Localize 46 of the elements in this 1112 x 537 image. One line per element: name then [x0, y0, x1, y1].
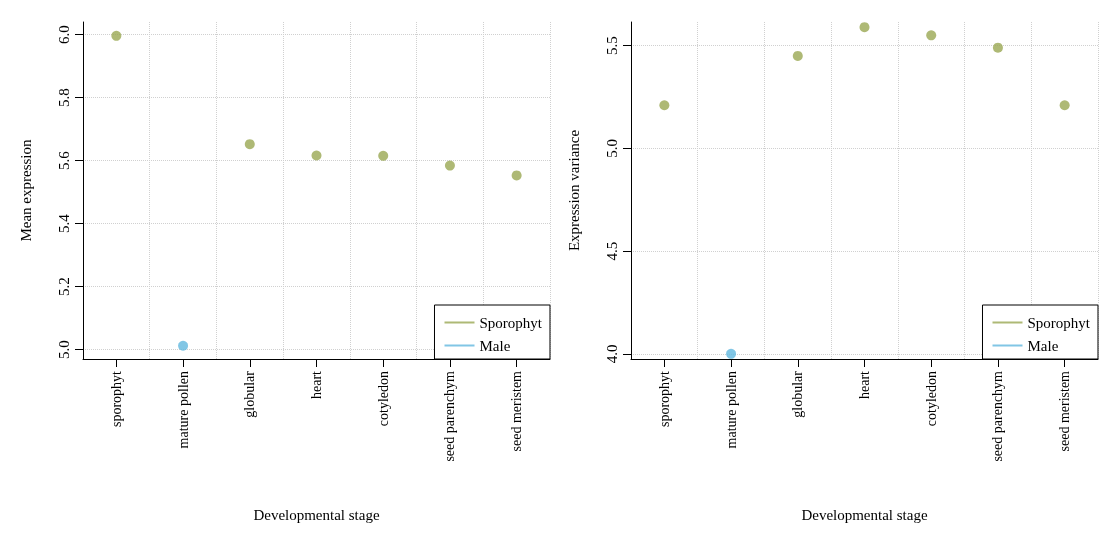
x-tick-label: mature pollen [175, 371, 191, 449]
legend-label: Sporophyt [1027, 314, 1091, 331]
y-tick-label: 5.4 [55, 213, 72, 233]
point [992, 42, 1003, 53]
point [726, 348, 737, 359]
y-tick-label: 5.8 [55, 88, 72, 107]
y-axis-title: Mean expression [17, 138, 34, 242]
y-tick-label: 5.6 [55, 150, 72, 170]
x-tick-label: cotyledon [375, 371, 391, 427]
legend-label: Sporophyt [479, 314, 543, 331]
legend-label: Male [1027, 337, 1059, 354]
x-tick-label: seed meristem [1057, 370, 1073, 452]
y-tick-label: 4.0 [603, 344, 620, 364]
point [378, 150, 389, 161]
y-tick-label: 5.2 [55, 277, 72, 296]
point [444, 160, 455, 171]
y-tick-label: 5.0 [603, 139, 620, 158]
point [1059, 100, 1070, 111]
x-axis-title: Developmental stage [253, 506, 380, 523]
x-tick-label: seed parenchym [990, 370, 1006, 462]
x-axis-title: Developmental stage [801, 506, 928, 523]
point [659, 100, 670, 111]
x-tick-label: seed parenchym [442, 370, 458, 462]
point [311, 150, 322, 161]
point [792, 50, 803, 61]
x-tick-label: globular [242, 370, 258, 418]
x-tick-label: mature pollen [723, 371, 739, 449]
x-tick-label: globular [790, 370, 806, 418]
point [244, 139, 255, 150]
point [859, 22, 870, 33]
point [926, 30, 937, 41]
y-axis-title: Expression variance [565, 129, 582, 252]
y-tick-label: 4.5 [603, 241, 620, 261]
x-tick-label: sporophyt [108, 370, 124, 427]
y-tick-label: 6.0 [55, 25, 72, 44]
point [511, 170, 522, 181]
point [111, 30, 122, 41]
legend-label: Male [479, 337, 511, 354]
y-tick-label: 5.0 [55, 340, 72, 359]
x-tick-label: cotyledon [923, 371, 939, 427]
y-tick-label: 5.5 [603, 36, 620, 56]
x-tick-label: sporophyt [656, 370, 672, 427]
x-tick-label: heart [857, 370, 872, 399]
x-tick-label: seed meristem [509, 370, 525, 452]
point [178, 340, 189, 351]
x-tick-label: heart [309, 370, 324, 399]
